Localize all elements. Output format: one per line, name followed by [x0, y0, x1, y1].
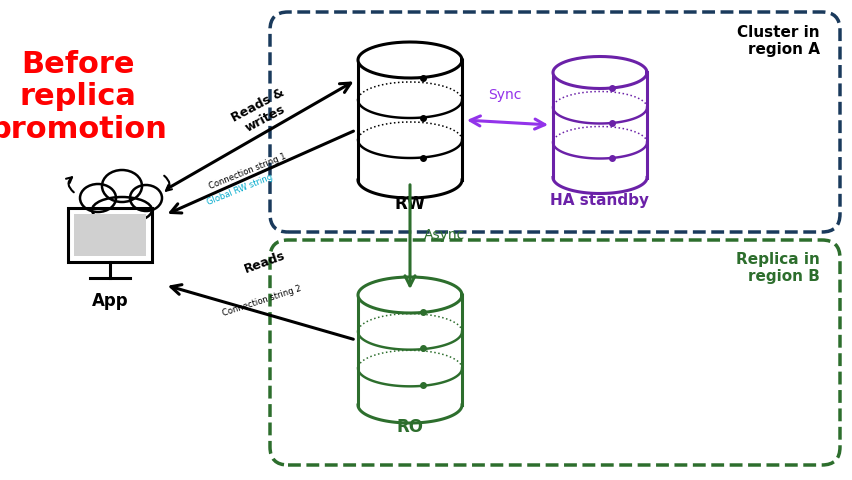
- Text: Connection string 1: Connection string 1: [208, 152, 288, 191]
- Text: Sync: Sync: [487, 88, 521, 102]
- Polygon shape: [358, 162, 462, 198]
- Polygon shape: [552, 72, 646, 178]
- FancyBboxPatch shape: [68, 208, 152, 262]
- Text: RO: RO: [396, 418, 423, 436]
- Ellipse shape: [130, 185, 162, 211]
- Ellipse shape: [80, 184, 116, 212]
- Text: Connection string 2: Connection string 2: [222, 284, 302, 318]
- Ellipse shape: [92, 197, 152, 223]
- Text: RW: RW: [394, 195, 425, 213]
- Polygon shape: [358, 60, 462, 180]
- Ellipse shape: [102, 170, 141, 202]
- Text: Reads: Reads: [242, 249, 287, 276]
- Polygon shape: [358, 387, 462, 423]
- FancyBboxPatch shape: [74, 214, 146, 256]
- Text: Replica in
region B: Replica in region B: [735, 252, 819, 284]
- Polygon shape: [358, 277, 462, 313]
- Text: Global RW string: Global RW string: [205, 172, 273, 206]
- Text: App: App: [91, 292, 128, 310]
- Text: HA standby: HA standby: [550, 193, 648, 208]
- Text: Reads &
writes: Reads & writes: [229, 86, 294, 138]
- Polygon shape: [358, 42, 462, 78]
- Text: Before
replica
promotion: Before replica promotion: [0, 50, 167, 144]
- Polygon shape: [552, 161, 646, 193]
- Polygon shape: [358, 295, 462, 405]
- Polygon shape: [552, 57, 646, 88]
- Text: Cluster in
region A: Cluster in region A: [736, 25, 819, 58]
- Text: Async: Async: [423, 228, 464, 242]
